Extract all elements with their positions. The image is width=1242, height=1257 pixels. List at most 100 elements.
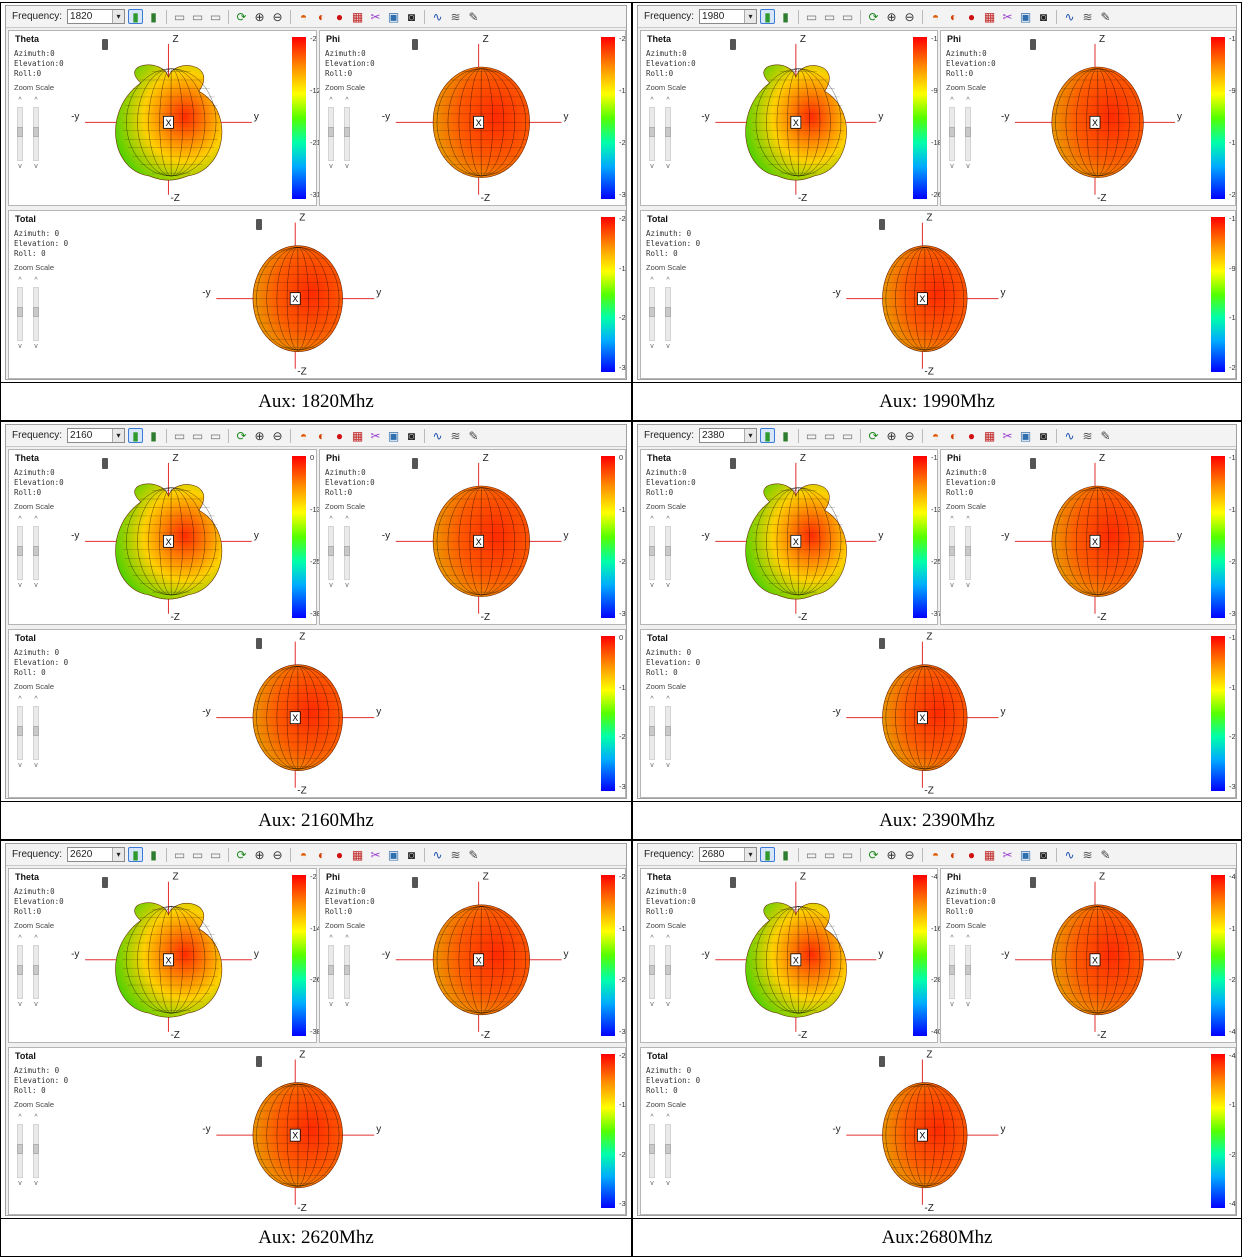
slider-down-icon[interactable]: v bbox=[966, 582, 970, 589]
camera-icon[interactable]: ◙ bbox=[407, 9, 416, 24]
slider-up-icon[interactable]: ^ bbox=[650, 935, 654, 942]
phone-green-icon[interactable]: ▮ bbox=[128, 428, 144, 443]
view-front-icon[interactable]: ▭ bbox=[173, 847, 186, 862]
slider-track[interactable] bbox=[665, 107, 671, 161]
radiation-pattern-3d[interactable]: Z -Z y -y X bbox=[832, 632, 1211, 797]
scale-slider[interactable]: ^ v bbox=[32, 935, 40, 1009]
phone-green-2-icon[interactable]: ▮ bbox=[782, 9, 789, 24]
notes-icon[interactable]: ✎ bbox=[1100, 847, 1111, 862]
view-front-icon[interactable]: ▭ bbox=[805, 428, 818, 443]
zoom-slider[interactable]: ^ v bbox=[948, 935, 956, 1009]
slider-down-icon[interactable]: v bbox=[950, 163, 954, 170]
view-side-icon[interactable]: ▭ bbox=[191, 9, 204, 24]
radiation-pattern-3d[interactable]: Z -Z y -y X bbox=[701, 34, 913, 204]
slider-track[interactable] bbox=[649, 107, 655, 161]
slider-track[interactable] bbox=[17, 945, 23, 999]
slider-down-icon[interactable]: v bbox=[666, 762, 670, 769]
view-side-icon[interactable]: ▭ bbox=[191, 847, 204, 862]
phone-green-2-icon[interactable]: ▮ bbox=[150, 428, 157, 443]
slider-up-icon[interactable]: ^ bbox=[666, 1114, 670, 1121]
slider-up-icon[interactable]: ^ bbox=[966, 935, 970, 942]
slider-up-icon[interactable]: ^ bbox=[950, 935, 954, 942]
slider-thumb[interactable] bbox=[665, 307, 671, 317]
zoom-in-icon[interactable]: ⊕ bbox=[254, 428, 265, 443]
slider-up-icon[interactable]: ^ bbox=[34, 97, 38, 104]
slider-thumb[interactable] bbox=[33, 1144, 39, 1154]
slider-thumb[interactable] bbox=[344, 546, 350, 556]
slider-track[interactable] bbox=[328, 945, 334, 999]
zoom-in-icon[interactable]: ⊕ bbox=[254, 847, 265, 862]
slider-track[interactable] bbox=[665, 945, 671, 999]
view-side-icon[interactable]: ▭ bbox=[823, 428, 836, 443]
rotate-icon[interactable]: ⟳ bbox=[236, 428, 247, 443]
sphere-icon[interactable]: ● bbox=[967, 847, 976, 862]
rotate-icon[interactable]: ⟳ bbox=[868, 428, 879, 443]
phone-green-icon[interactable]: ▮ bbox=[128, 847, 144, 862]
slider-thumb[interactable] bbox=[665, 1144, 671, 1154]
slider-track[interactable] bbox=[649, 945, 655, 999]
scale-slider[interactable]: ^ v bbox=[664, 935, 672, 1009]
slider-up-icon[interactable]: ^ bbox=[666, 935, 670, 942]
radiation-pattern-3d[interactable]: Z -Z y -y X bbox=[71, 872, 292, 1041]
radiation-pattern-3d[interactable]: Z -Z y -y X bbox=[382, 872, 601, 1041]
zoom-slider[interactable]: ^ v bbox=[648, 1114, 656, 1188]
split-sphere-icon[interactable]: ◐ bbox=[949, 9, 958, 24]
frequency-select[interactable]: 1980 ▾ bbox=[699, 9, 758, 24]
slider-track[interactable] bbox=[965, 526, 971, 580]
split-sphere-icon[interactable]: ◐ bbox=[317, 847, 326, 862]
slider-up-icon[interactable]: ^ bbox=[18, 277, 22, 284]
slider-track[interactable] bbox=[17, 706, 23, 760]
slider-up-icon[interactable]: ^ bbox=[650, 1114, 654, 1121]
slider-thumb[interactable] bbox=[949, 127, 955, 137]
slider-up-icon[interactable]: ^ bbox=[18, 516, 22, 523]
rotate-icon[interactable]: ⟳ bbox=[236, 847, 247, 862]
slider-down-icon[interactable]: v bbox=[34, 163, 38, 170]
scale-slider[interactable]: ^ v bbox=[964, 97, 972, 171]
zoom-out-icon[interactable]: ⊖ bbox=[272, 847, 283, 862]
slider-track[interactable] bbox=[665, 1124, 671, 1178]
zoom-out-icon[interactable]: ⊖ bbox=[272, 428, 283, 443]
slider-track[interactable] bbox=[949, 107, 955, 161]
slider-down-icon[interactable]: v bbox=[18, 1001, 22, 1008]
surface-icon[interactable]: ▦ bbox=[983, 9, 996, 24]
zoom-out-icon[interactable]: ⊖ bbox=[904, 847, 915, 862]
slider-thumb[interactable] bbox=[17, 1144, 23, 1154]
slider-down-icon[interactable]: v bbox=[650, 1180, 654, 1187]
view-top-icon[interactable]: ▭ bbox=[841, 847, 854, 862]
slider-track[interactable] bbox=[17, 526, 23, 580]
surface-icon[interactable]: ▦ bbox=[983, 428, 996, 443]
screen-icon[interactable]: ▣ bbox=[387, 428, 400, 443]
chevron-down-icon[interactable]: ▾ bbox=[744, 10, 757, 23]
slider-up-icon[interactable]: ^ bbox=[329, 97, 333, 104]
slider-thumb[interactable] bbox=[649, 965, 655, 975]
slider-up-icon[interactable]: ^ bbox=[950, 516, 954, 523]
scale-slider[interactable]: ^ v bbox=[343, 516, 351, 590]
chevron-down-icon[interactable]: ▾ bbox=[744, 848, 757, 861]
slider-thumb[interactable] bbox=[649, 307, 655, 317]
phone-green-icon[interactable]: ▮ bbox=[760, 847, 776, 862]
slider-thumb[interactable] bbox=[17, 127, 23, 137]
screen-icon[interactable]: ▣ bbox=[1019, 428, 1032, 443]
slider-thumb[interactable] bbox=[328, 965, 334, 975]
slider-track[interactable] bbox=[344, 526, 350, 580]
slider-thumb[interactable] bbox=[949, 546, 955, 556]
slider-up-icon[interactable]: ^ bbox=[966, 516, 970, 523]
slider-thumb[interactable] bbox=[649, 1144, 655, 1154]
frequency-select[interactable]: 2620 ▾ bbox=[67, 847, 126, 862]
scale-slider[interactable]: ^ v bbox=[964, 516, 972, 590]
slider-thumb[interactable] bbox=[949, 965, 955, 975]
slider-up-icon[interactable]: ^ bbox=[666, 97, 670, 104]
zoom-slider[interactable]: ^ v bbox=[16, 97, 24, 171]
zoom-slider[interactable]: ^ v bbox=[948, 516, 956, 590]
split-sphere-icon[interactable]: ◐ bbox=[949, 428, 958, 443]
phone-green-2-icon[interactable]: ▮ bbox=[782, 428, 789, 443]
slider-track[interactable] bbox=[665, 287, 671, 341]
sphere-icon[interactable]: ● bbox=[967, 9, 976, 24]
camera-icon[interactable]: ◙ bbox=[407, 428, 416, 443]
split-sphere-icon[interactable]: ◐ bbox=[317, 428, 326, 443]
slider-thumb[interactable] bbox=[649, 546, 655, 556]
scale-slider[interactable]: ^ v bbox=[32, 277, 40, 351]
frequency-select[interactable]: 2680 ▾ bbox=[699, 847, 758, 862]
slider-down-icon[interactable]: v bbox=[650, 343, 654, 350]
slider-down-icon[interactable]: v bbox=[650, 762, 654, 769]
